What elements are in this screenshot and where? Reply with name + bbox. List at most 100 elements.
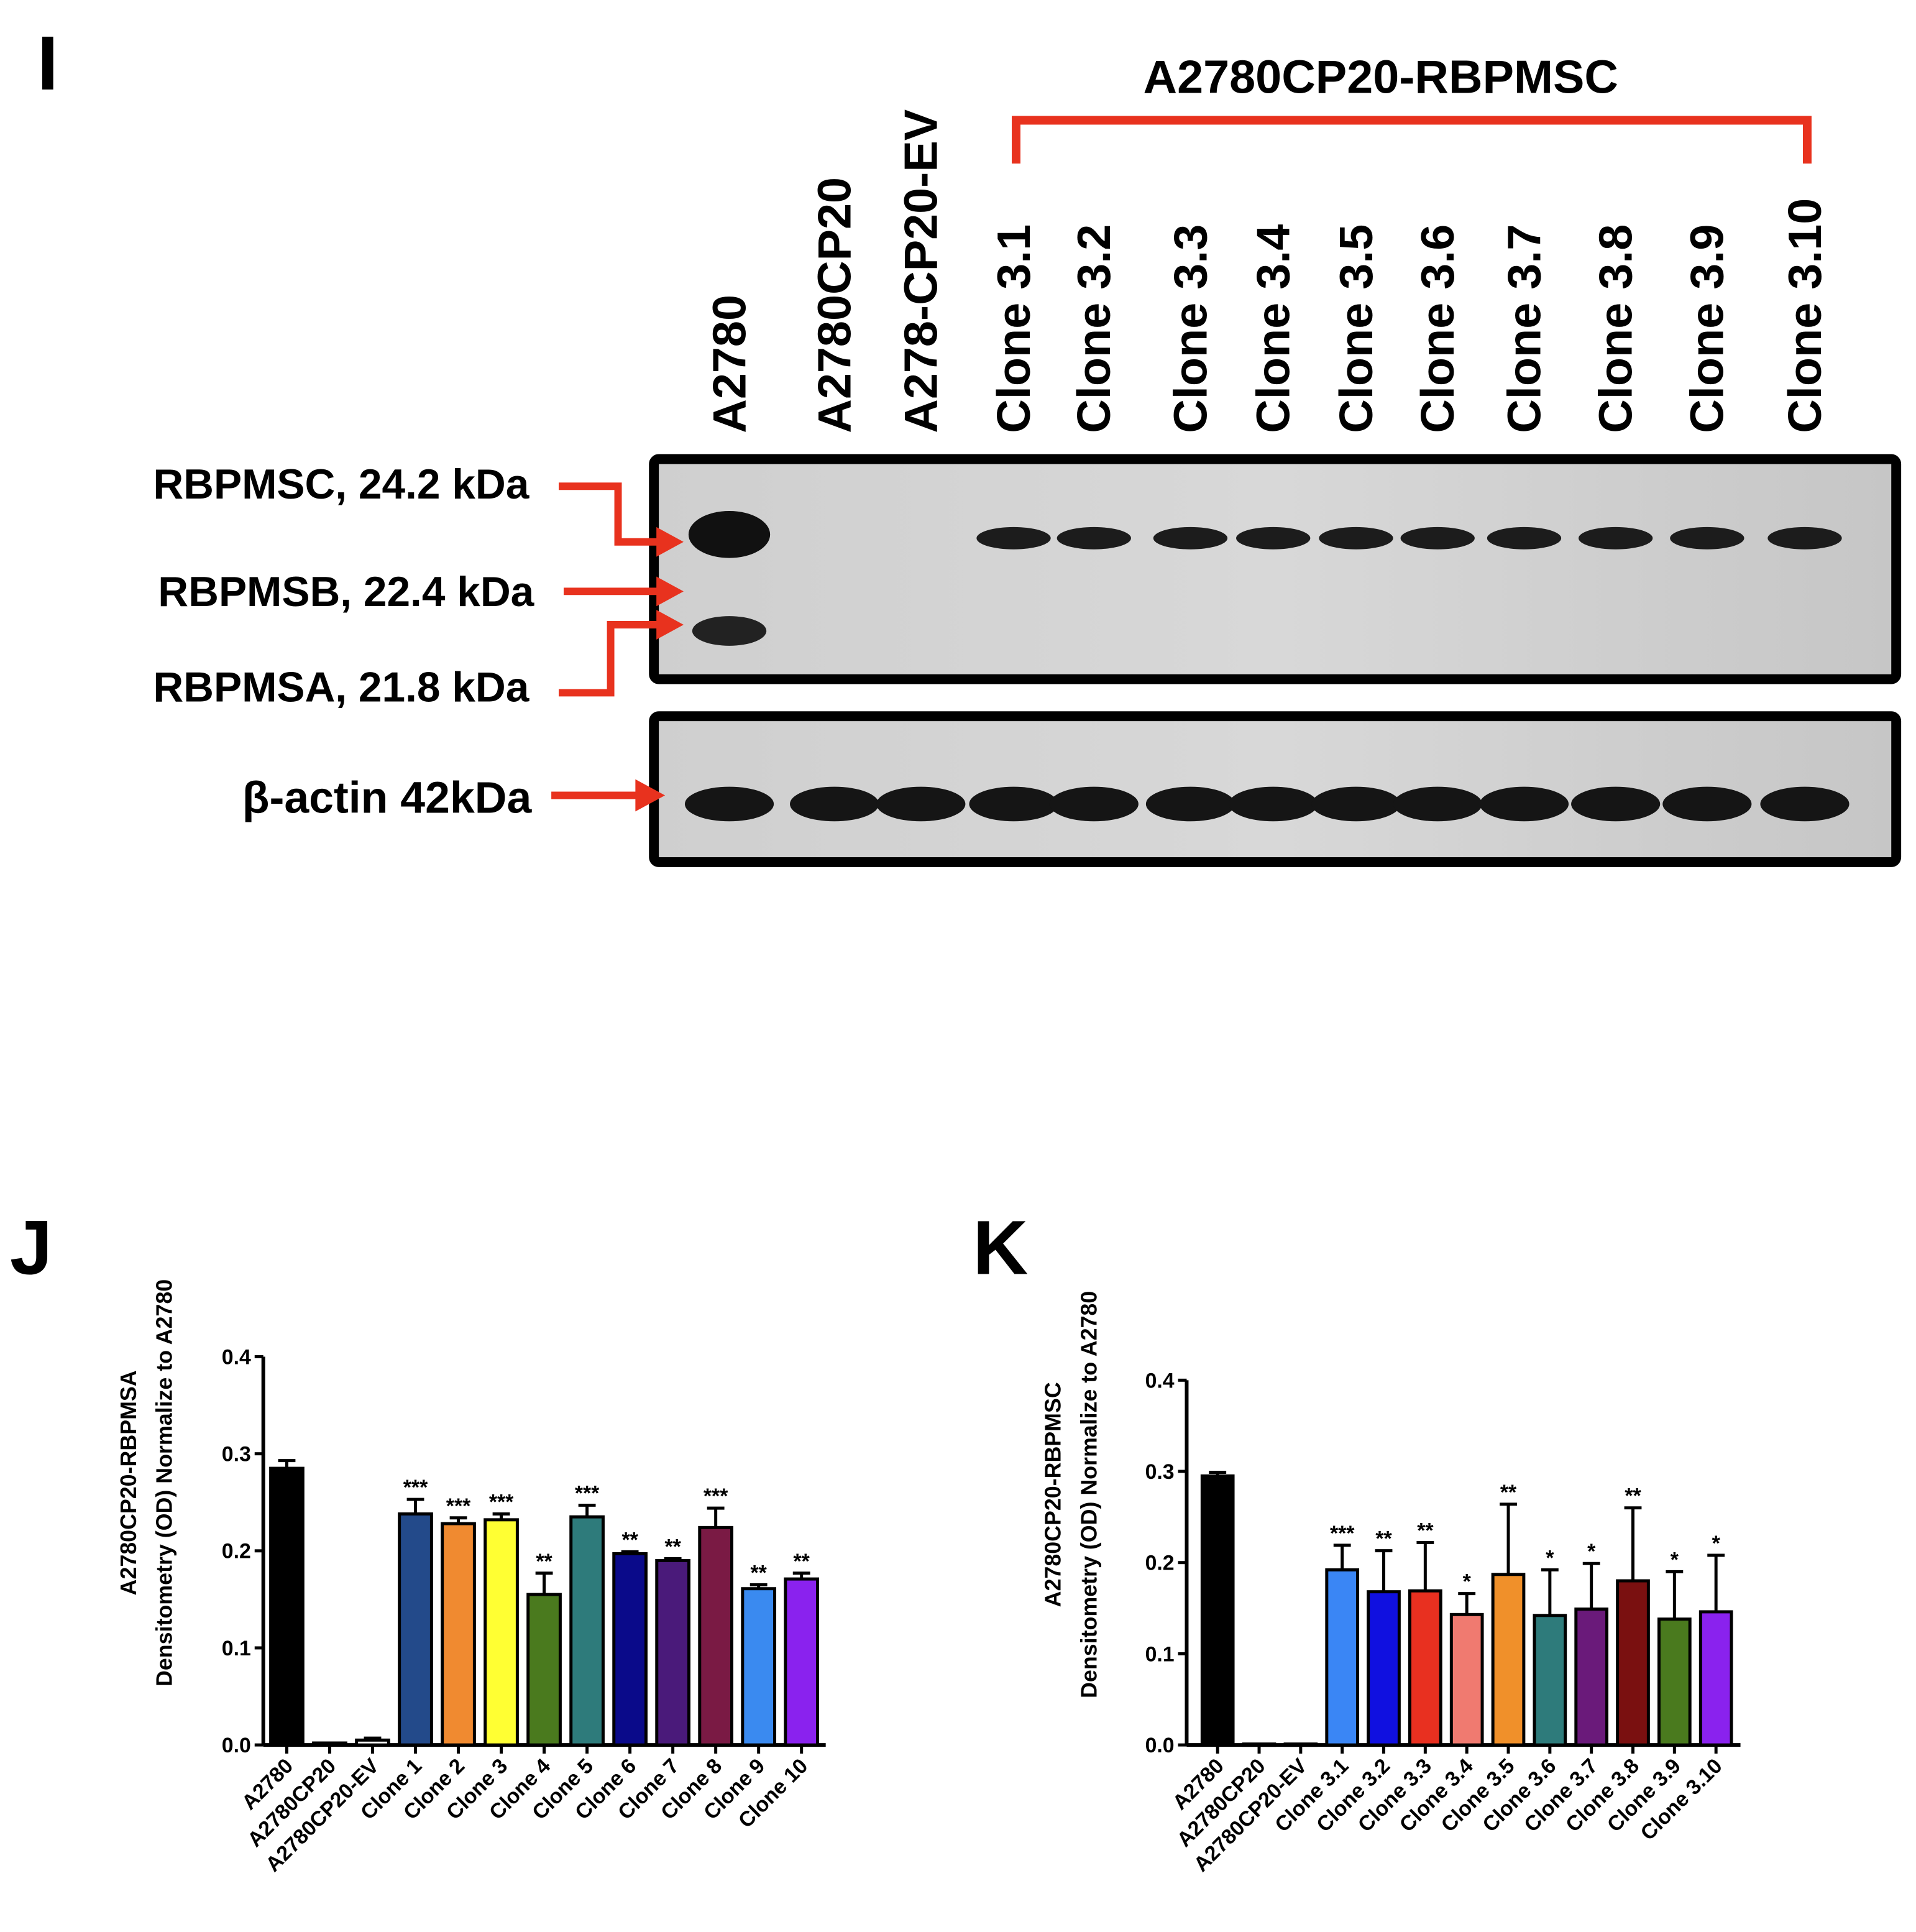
- lane-label: Clone 3.8: [1590, 224, 1643, 433]
- bar: [655, 1558, 690, 1747]
- bar: [784, 1577, 820, 1747]
- significance: **: [1625, 1484, 1641, 1508]
- bar: [1657, 1617, 1692, 1747]
- loading-label: β-actin 42kDa: [242, 773, 533, 822]
- y-tick-label: 0.4: [1145, 1369, 1175, 1392]
- significance: **: [751, 1562, 768, 1585]
- band: [1153, 527, 1228, 550]
- y-axis-title: A2780CP20-RBPMSA: [116, 1370, 141, 1595]
- significance: **: [1500, 1481, 1517, 1504]
- band: [688, 511, 771, 558]
- y-axis-title: A2780CP20-RBPMSC: [1041, 1382, 1066, 1607]
- loading-band: [1049, 786, 1139, 822]
- bar: [1574, 1608, 1609, 1747]
- band: [976, 527, 1051, 550]
- band: [1487, 527, 1562, 550]
- y-tick-label: 0.3: [1145, 1460, 1175, 1484]
- loading-band: [684, 786, 774, 822]
- bar: [1200, 1474, 1235, 1747]
- loading-band: [1662, 786, 1752, 822]
- significance: **: [621, 1528, 638, 1552]
- bar: [1325, 1568, 1360, 1747]
- lane-label: Clone 3.5: [1331, 224, 1383, 433]
- significance: *: [1712, 1532, 1721, 1555]
- bar: [569, 1515, 605, 1747]
- loading-band: [1393, 786, 1482, 822]
- y-tick-label: 0.2: [222, 1540, 251, 1563]
- lane-label: A2780: [704, 295, 756, 433]
- significance: *: [1546, 1546, 1554, 1570]
- loading-band: [1479, 786, 1569, 822]
- band: [1319, 527, 1393, 550]
- y-tick-label: 0.1: [1145, 1642, 1175, 1666]
- loading-band: [1571, 786, 1661, 822]
- band: [1578, 527, 1653, 550]
- bar: [741, 1587, 777, 1747]
- significance: ***: [489, 1491, 514, 1514]
- bar: [1283, 1742, 1318, 1747]
- y-tick-label: 0.0: [1145, 1734, 1175, 1757]
- significance: **: [1417, 1519, 1434, 1542]
- significance: *: [1671, 1548, 1679, 1571]
- bar: [1698, 1610, 1733, 1747]
- loading-band: [1311, 786, 1401, 822]
- arrows: [551, 482, 662, 799]
- band-label: RBPMSC, 24.2 kDa: [153, 461, 529, 508]
- bar: [484, 1518, 519, 1747]
- bar: [1616, 1579, 1650, 1747]
- band: [1236, 527, 1311, 550]
- group-label: A2780CP20-RBPMSC: [1144, 52, 1618, 104]
- loading-band: [876, 786, 966, 822]
- band: [1057, 527, 1131, 550]
- y-tick-label: 0.3: [222, 1443, 251, 1466]
- loading-band: [789, 786, 879, 822]
- bar: [1408, 1589, 1442, 1747]
- significance: ***: [575, 1481, 600, 1505]
- lane-label: Clone 3.1: [988, 224, 1040, 433]
- significance: ***: [403, 1476, 428, 1499]
- y-axis-title: Densitometry (OD) Normalize to A2780: [1076, 1291, 1101, 1698]
- bar: [355, 1738, 390, 1747]
- significance: *: [1463, 1570, 1472, 1594]
- bar: [398, 1512, 433, 1747]
- significance: **: [664, 1535, 681, 1558]
- lane-label: Clone 3.7: [1498, 224, 1551, 433]
- y-tick-label: 0.2: [1145, 1552, 1175, 1575]
- loading-band: [1229, 786, 1318, 822]
- significance: ***: [704, 1484, 728, 1508]
- bar: [269, 1466, 305, 1747]
- lane-label: Clone 3.2: [1068, 224, 1121, 433]
- band: [1400, 527, 1475, 550]
- group-bracket: [1012, 116, 1812, 164]
- band-label: RBPMSA, 21.8 kDa: [153, 664, 529, 711]
- loading-band: [1760, 786, 1850, 822]
- significance: ***: [446, 1494, 471, 1518]
- charts: J A2780CP20-RBPMSA Densitometry (OD) Norma…: [10, 1205, 1741, 1877]
- bar: [1242, 1742, 1277, 1747]
- lane-label: Clone 3.6: [1412, 224, 1464, 433]
- lane-label: Clone 3.9: [1682, 224, 1734, 433]
- significance: ***: [1330, 1522, 1355, 1545]
- bar: [441, 1522, 476, 1747]
- band-label: RBPMSB, 22.4 kDa: [158, 569, 534, 615]
- bar: [698, 1525, 733, 1747]
- lane-label: Clone 3.3: [1165, 224, 1217, 433]
- band: [1670, 527, 1744, 550]
- loading-band: [1145, 786, 1235, 822]
- bar: [612, 1552, 648, 1747]
- significance: *: [1587, 1540, 1596, 1563]
- band: [1767, 527, 1842, 550]
- bar: [312, 1741, 347, 1747]
- bar: [526, 1593, 562, 1747]
- bar: [1491, 1573, 1526, 1747]
- lane-label: A278-CP20-EV: [896, 109, 948, 433]
- y-tick-label: 0.4: [222, 1345, 251, 1369]
- y-tick-label: 0.1: [222, 1637, 251, 1660]
- loading-band: [969, 786, 1058, 822]
- panel-label: J: [10, 1205, 53, 1290]
- arrow-heads: [635, 527, 684, 812]
- band: [692, 616, 767, 646]
- lane-label: Clone 3.4: [1248, 224, 1300, 433]
- bar: [1449, 1612, 1484, 1747]
- panel-label: I: [37, 21, 58, 106]
